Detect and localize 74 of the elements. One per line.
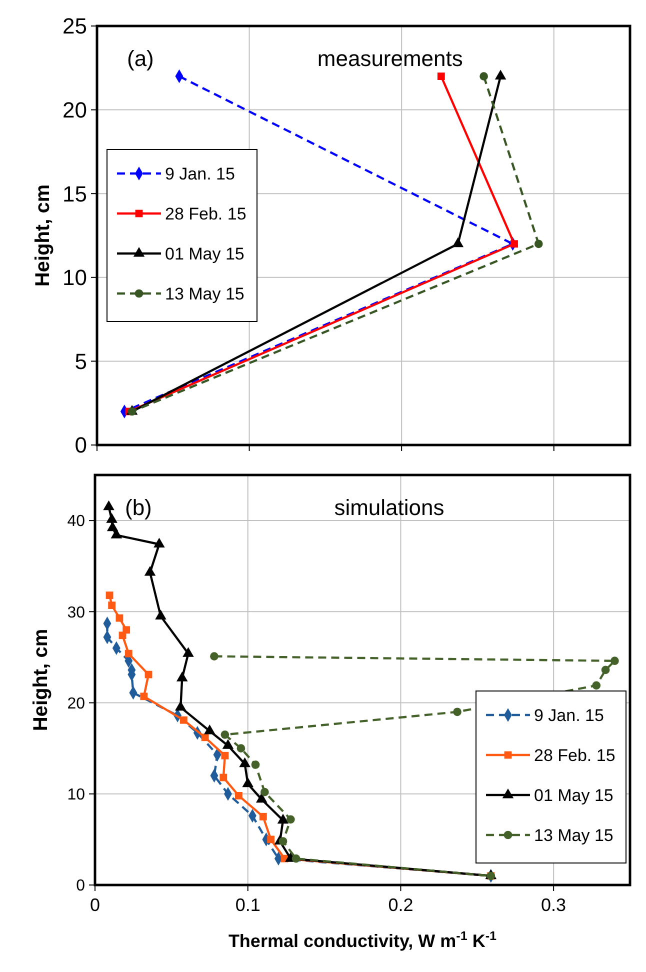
point bbox=[239, 757, 250, 768]
y-tick-label: 15 bbox=[62, 181, 87, 206]
point bbox=[267, 836, 274, 844]
x-tick-label: 0 bbox=[90, 895, 100, 915]
point bbox=[286, 815, 295, 824]
point bbox=[154, 538, 165, 548]
x-tick-label: 0.1 bbox=[235, 895, 260, 915]
point bbox=[140, 692, 148, 700]
x-tick-label: 0.2 bbox=[388, 895, 414, 915]
y-tick-label: 20 bbox=[62, 98, 87, 122]
point bbox=[278, 837, 288, 846]
point bbox=[221, 752, 229, 760]
point bbox=[210, 652, 218, 660]
point bbox=[106, 592, 114, 599]
legend-label: 28 Feb. 15 bbox=[165, 204, 246, 224]
x-tick-label: 0.3 bbox=[541, 895, 566, 915]
point bbox=[176, 672, 188, 682]
point bbox=[234, 792, 242, 800]
legend-label: 9 Jan. 15 bbox=[165, 164, 235, 184]
point bbox=[592, 681, 601, 690]
point bbox=[124, 650, 132, 658]
point bbox=[220, 774, 228, 782]
point bbox=[144, 566, 156, 576]
annotation: (b) bbox=[125, 495, 152, 520]
point bbox=[182, 647, 194, 657]
y-tick-label: 30 bbox=[67, 604, 86, 622]
legend-label: 13 May 15 bbox=[165, 284, 244, 304]
legend-label: 9 Jan. 15 bbox=[534, 706, 604, 725]
y-axis-title: Height, cm bbox=[32, 184, 54, 287]
point bbox=[610, 656, 619, 666]
point bbox=[220, 730, 230, 739]
y-tick-label: 0 bbox=[76, 878, 86, 895]
point bbox=[292, 854, 300, 863]
point bbox=[259, 812, 267, 820]
point bbox=[128, 407, 136, 416]
point bbox=[201, 734, 209, 742]
point bbox=[174, 700, 186, 711]
point bbox=[510, 240, 518, 248]
point bbox=[116, 614, 124, 622]
point bbox=[242, 777, 254, 788]
y-tick-label: 5 bbox=[74, 348, 87, 374]
y-tick-label: 0 bbox=[74, 432, 87, 458]
y-tick-label: 10 bbox=[67, 786, 86, 804]
point bbox=[601, 666, 610, 674]
point bbox=[180, 716, 188, 724]
point bbox=[106, 513, 118, 523]
point bbox=[453, 708, 462, 716]
point bbox=[106, 521, 118, 532]
x-axis-title: Thermal conductivity, W m$^{-1}$ K$^{-1}$ bbox=[228, 929, 497, 951]
point bbox=[480, 72, 488, 80]
point bbox=[155, 610, 166, 620]
legend-label: 01 May 15 bbox=[534, 786, 614, 805]
y-axis-title: Height, cm bbox=[30, 628, 52, 732]
point bbox=[103, 500, 114, 510]
legend-label: 28 Feb. 15 bbox=[534, 746, 616, 765]
legend-label: 01 May 15 bbox=[165, 244, 244, 264]
y-tick-label: 40 bbox=[67, 513, 86, 530]
text: simulations bbox=[334, 495, 444, 520]
point bbox=[534, 240, 543, 248]
point bbox=[437, 72, 445, 80]
legend-label: 13 May 15 bbox=[534, 826, 614, 845]
point bbox=[251, 760, 260, 769]
point bbox=[108, 602, 116, 609]
point bbox=[222, 739, 234, 749]
point bbox=[260, 788, 269, 796]
annotation: (a) bbox=[127, 46, 154, 71]
point bbox=[494, 70, 506, 80]
y-tick-label: 25 bbox=[62, 14, 87, 39]
point bbox=[118, 632, 126, 640]
point bbox=[204, 724, 216, 734]
point bbox=[236, 744, 246, 753]
text: measurements bbox=[317, 46, 463, 71]
y-tick-label: 20 bbox=[67, 695, 86, 712]
y-tick-label: 10 bbox=[62, 265, 87, 290]
